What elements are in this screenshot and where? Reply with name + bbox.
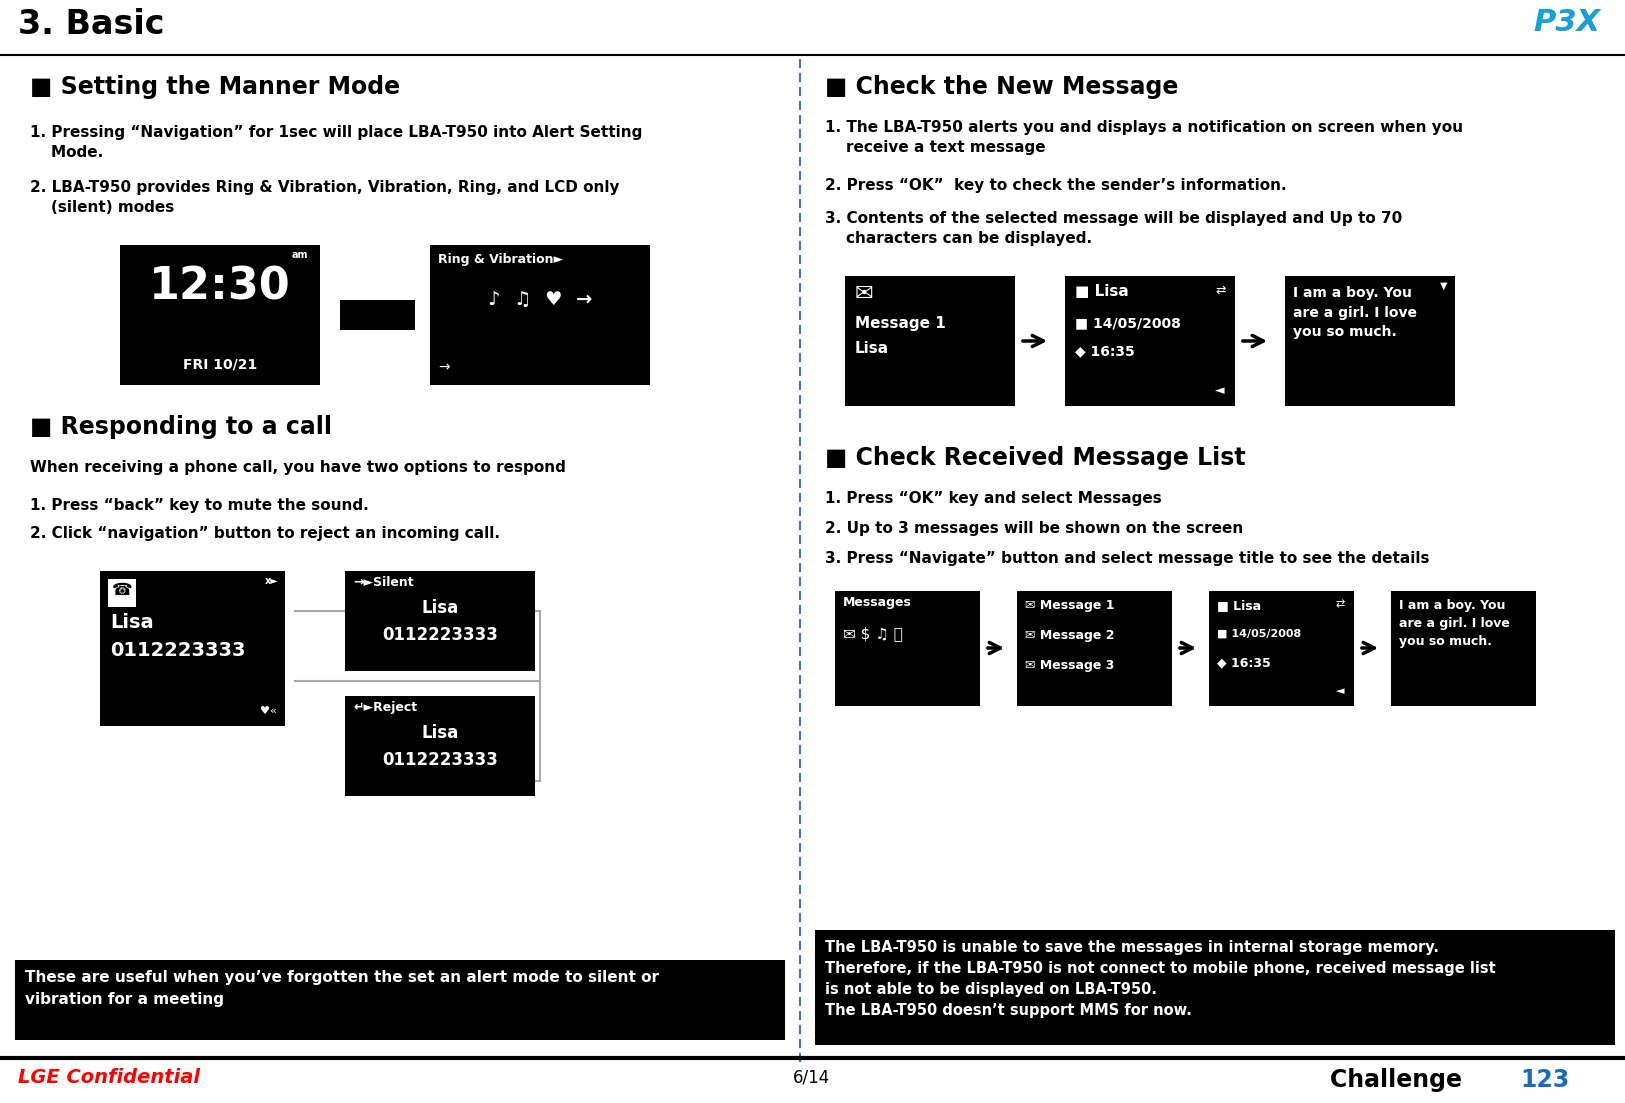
Text: 3. Press “Navigate” button and select message title to see the details: 3. Press “Navigate” button and select me…	[826, 552, 1430, 566]
Text: 0112223333: 0112223333	[382, 627, 497, 644]
Text: 2. LBA-T950 provides Ring & Vibration, Vibration, Ring, and LCD only
    (silent: 2. LBA-T950 provides Ring & Vibration, V…	[29, 180, 619, 215]
Text: Lisa: Lisa	[421, 724, 458, 742]
Text: →: →	[439, 360, 450, 374]
FancyBboxPatch shape	[120, 245, 320, 385]
FancyBboxPatch shape	[340, 300, 414, 330]
FancyBboxPatch shape	[1064, 276, 1235, 406]
FancyBboxPatch shape	[1209, 591, 1354, 706]
Text: The LBA-T950 is unable to save the messages in internal storage memory.
Therefor: The LBA-T950 is unable to save the messa…	[826, 940, 1495, 1018]
FancyBboxPatch shape	[431, 245, 650, 385]
Text: 2. Press “OK”  key to check the sender’s information.: 2. Press “OK” key to check the sender’s …	[826, 178, 1287, 193]
Text: ■ 14/05/2008: ■ 14/05/2008	[1217, 629, 1302, 639]
FancyBboxPatch shape	[1285, 276, 1454, 406]
FancyBboxPatch shape	[816, 930, 1615, 1045]
Text: ⇄: ⇄	[1336, 599, 1346, 609]
FancyBboxPatch shape	[1017, 591, 1172, 706]
Text: 3. Contents of the selected message will be displayed and Up to 70
    character: 3. Contents of the selected message will…	[826, 211, 1402, 246]
Text: When receiving a phone call, you have two options to respond: When receiving a phone call, you have tw…	[29, 460, 565, 475]
Text: I am a boy. You
are a girl. I love
you so much.: I am a boy. You are a girl. I love you s…	[1294, 286, 1417, 339]
Text: 3. Basic: 3. Basic	[18, 8, 164, 41]
FancyBboxPatch shape	[344, 571, 535, 671]
Text: Ring & Vibration►: Ring & Vibration►	[439, 253, 564, 266]
Text: ■ Check Received Message List: ■ Check Received Message List	[826, 446, 1246, 470]
Text: ■ 14/05/2008: ■ 14/05/2008	[1076, 315, 1181, 330]
FancyBboxPatch shape	[107, 579, 136, 607]
FancyBboxPatch shape	[1391, 591, 1536, 706]
Text: I am a boy. You
are a girl. I love
you so much.: I am a boy. You are a girl. I love you s…	[1399, 599, 1510, 647]
Text: P3X: P3X	[1532, 8, 1601, 38]
Text: →►Silent: →►Silent	[353, 576, 414, 589]
Text: ✉ Message 3: ✉ Message 3	[1025, 658, 1115, 672]
Text: These are useful when you’ve forgotten the set an alert mode to silent or
vibrat: These are useful when you’ve forgotten t…	[24, 970, 660, 1007]
Text: ✉ $ ♫ 📱: ✉ $ ♫ 📱	[843, 627, 904, 641]
Text: am: am	[292, 250, 309, 260]
Text: 6/14: 6/14	[793, 1068, 830, 1086]
FancyBboxPatch shape	[835, 591, 980, 706]
Text: Messages: Messages	[843, 596, 912, 609]
FancyBboxPatch shape	[15, 960, 785, 1040]
Text: 123: 123	[1519, 1068, 1570, 1092]
Text: 12:30: 12:30	[150, 265, 291, 308]
Text: 1. The LBA-T950 alerts you and displays a notification on screen when you
    re: 1. The LBA-T950 alerts you and displays …	[826, 120, 1462, 154]
Text: Message 1: Message 1	[855, 315, 946, 331]
Text: ■ Responding to a call: ■ Responding to a call	[29, 415, 332, 439]
Text: ✉ Message 1: ✉ Message 1	[1025, 599, 1115, 612]
Text: ↵►Reject: ↵►Reject	[353, 702, 418, 714]
Text: ■ Check the New Message: ■ Check the New Message	[826, 75, 1178, 99]
FancyBboxPatch shape	[344, 696, 535, 796]
FancyBboxPatch shape	[845, 276, 1016, 406]
Text: ▼: ▼	[1440, 281, 1448, 291]
Text: 1. Press “OK” key and select Messages: 1. Press “OK” key and select Messages	[826, 491, 1162, 506]
Text: ■ Lisa: ■ Lisa	[1217, 599, 1261, 612]
Text: ◄: ◄	[1216, 384, 1225, 397]
Text: 0112223333: 0112223333	[382, 751, 497, 769]
Text: ♪  ♫  ♥  →: ♪ ♫ ♥ →	[488, 290, 592, 309]
Text: Lisa: Lisa	[855, 341, 889, 356]
Text: ✉: ✉	[855, 283, 874, 304]
Text: ⇄: ⇄	[1216, 283, 1225, 297]
Text: x►: x►	[265, 576, 279, 586]
Text: Lisa: Lisa	[111, 613, 154, 632]
Text: Lisa: Lisa	[421, 599, 458, 617]
Text: 1. Pressing “Navigation” for 1sec will place LBA-T950 into Alert Setting
    Mod: 1. Pressing “Navigation” for 1sec will p…	[29, 125, 642, 160]
Text: ✉ Message 2: ✉ Message 2	[1025, 629, 1115, 642]
FancyBboxPatch shape	[101, 571, 284, 726]
Text: ♥«: ♥«	[260, 706, 276, 716]
Text: 2. Up to 3 messages will be shown on the screen: 2. Up to 3 messages will be shown on the…	[826, 521, 1243, 536]
Text: Challenge: Challenge	[1329, 1068, 1471, 1092]
Text: 2. Click “navigation” button to reject an incoming call.: 2. Click “navigation” button to reject a…	[29, 526, 500, 540]
Text: 0112223333: 0112223333	[111, 641, 245, 660]
Text: ◄: ◄	[1336, 686, 1344, 696]
Text: ■ Lisa: ■ Lisa	[1076, 283, 1129, 299]
Text: LGE Confidential: LGE Confidential	[18, 1068, 200, 1086]
Text: ■ Setting the Manner Mode: ■ Setting the Manner Mode	[29, 75, 400, 99]
Text: ☎: ☎	[112, 581, 132, 599]
Text: 1. Press “back” key to mute the sound.: 1. Press “back” key to mute the sound.	[29, 497, 369, 513]
Text: ◆ 16:35: ◆ 16:35	[1076, 344, 1134, 358]
Text: FRI 10/21: FRI 10/21	[184, 357, 257, 371]
Text: ◆ 16:35: ◆ 16:35	[1217, 656, 1271, 670]
